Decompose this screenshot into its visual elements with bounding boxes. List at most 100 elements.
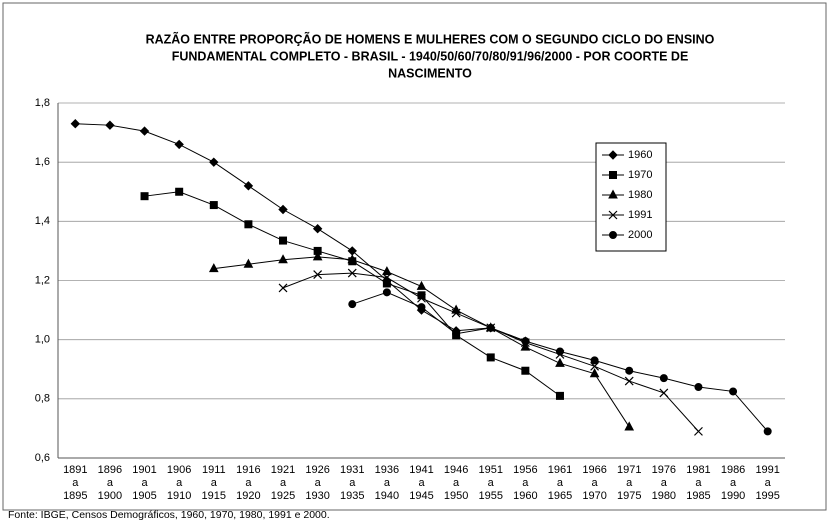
marker [624,421,635,431]
x-tick-label: 1960 [513,490,537,502]
marker [659,388,669,398]
x-tick-label: 1906 [167,464,191,476]
marker [209,201,218,210]
x-tick-label: a [418,477,425,489]
chart-title: NASCIMENTO [388,66,472,80]
x-tick-label: a [695,477,702,489]
x-tick-label: 1995 [755,490,779,502]
x-tick-label: 1900 [98,490,122,502]
marker [139,126,150,136]
x-tick-label: a [107,477,114,489]
marker [312,224,323,234]
legend-label: 1970 [628,169,652,181]
marker [209,157,219,167]
marker [659,374,668,383]
marker [382,266,392,276]
x-tick-label: 1926 [305,464,329,476]
marker [521,337,530,346]
marker [208,263,219,273]
legend: 1960 1970 1980 1991 2000 [595,142,667,252]
x-tick-label: 1935 [340,490,364,502]
marker [486,323,495,332]
marker [589,368,600,378]
marker [486,353,495,362]
marker [590,356,599,365]
marker [608,210,618,220]
y-tick-label: 1,2 [35,274,50,286]
marker [694,383,703,391]
x-tick-label: 1981 [686,464,710,476]
legend-label: 1980 [628,189,652,201]
marker [243,181,254,191]
marker [312,251,323,261]
x-tick-label: a [626,477,633,489]
marker [451,308,461,318]
marker [382,279,391,288]
x-tick-label: 1945 [409,490,433,502]
x-tick-label: 1956 [513,464,537,476]
marker [590,361,600,371]
x-tick-label: 1920 [236,490,260,502]
x-tick-label: a [72,477,79,489]
x-tick-label: 1911 [202,464,226,476]
marker [174,139,184,150]
x-tick-label: 1955 [478,490,502,502]
x-tick-label: 1986 [721,464,745,476]
y-tick-label: 1,0 [35,334,50,346]
marker [555,391,564,400]
x-tick-label: 1975 [617,490,641,502]
x-tick-label: 1976 [652,464,676,476]
x-tick-label: 1925 [271,490,295,502]
marker [729,387,738,396]
x-tick-label: 1931 [340,464,364,476]
marker [175,187,184,196]
marker [279,236,288,245]
x-tick-label: a [245,477,252,489]
legend-label: 2000 [628,229,652,241]
marker [625,366,634,375]
marker [452,329,461,338]
x-tick-label: 1936 [375,464,399,476]
x-tick-label: a [557,477,564,489]
x-tick-label: 1941 [409,464,433,476]
x-tick-label: a [765,477,772,489]
legend-label: 1991 [628,209,652,221]
x-tick-label: 1905 [132,490,156,502]
x-tick-label: 1971 [617,464,641,476]
marker [382,273,392,282]
x-tick-label: 1950 [444,490,468,502]
x-tick-label: 1921 [271,464,295,476]
x-tick-label: 1916 [236,464,260,476]
x-tick-label: 1980 [652,490,676,502]
x-tick-label: 1895 [63,490,87,502]
x-tick-label: 1940 [375,490,399,502]
x-tick-label: 1966 [582,464,606,476]
source-note: Fonte: IBGE, Censos Demográficos, 1960, … [8,509,330,521]
x-tick-label: 1930 [305,490,329,502]
x-tick-label: a [211,477,218,489]
x-tick-label: 1985 [686,490,710,502]
marker [278,204,288,215]
marker [278,283,288,293]
x-tick-label: 1896 [98,464,122,476]
y-tick-label: 0,8 [35,393,50,405]
y-tick-label: 1,6 [35,156,50,168]
marker [243,258,254,268]
marker [244,220,253,229]
x-tick-label: a [315,477,322,489]
marker [609,171,617,179]
marker [555,347,564,356]
marker [416,280,427,290]
x-tick-label: 1961 [548,464,572,476]
marker [347,254,358,264]
x-tick-label: a [176,477,183,489]
x-tick-label: a [488,477,495,489]
marker [520,341,531,351]
marker [521,366,530,375]
marker [555,357,565,367]
marker [140,192,149,201]
x-tick-label: 1910 [167,490,191,502]
marker [763,427,772,436]
marker [348,300,357,309]
